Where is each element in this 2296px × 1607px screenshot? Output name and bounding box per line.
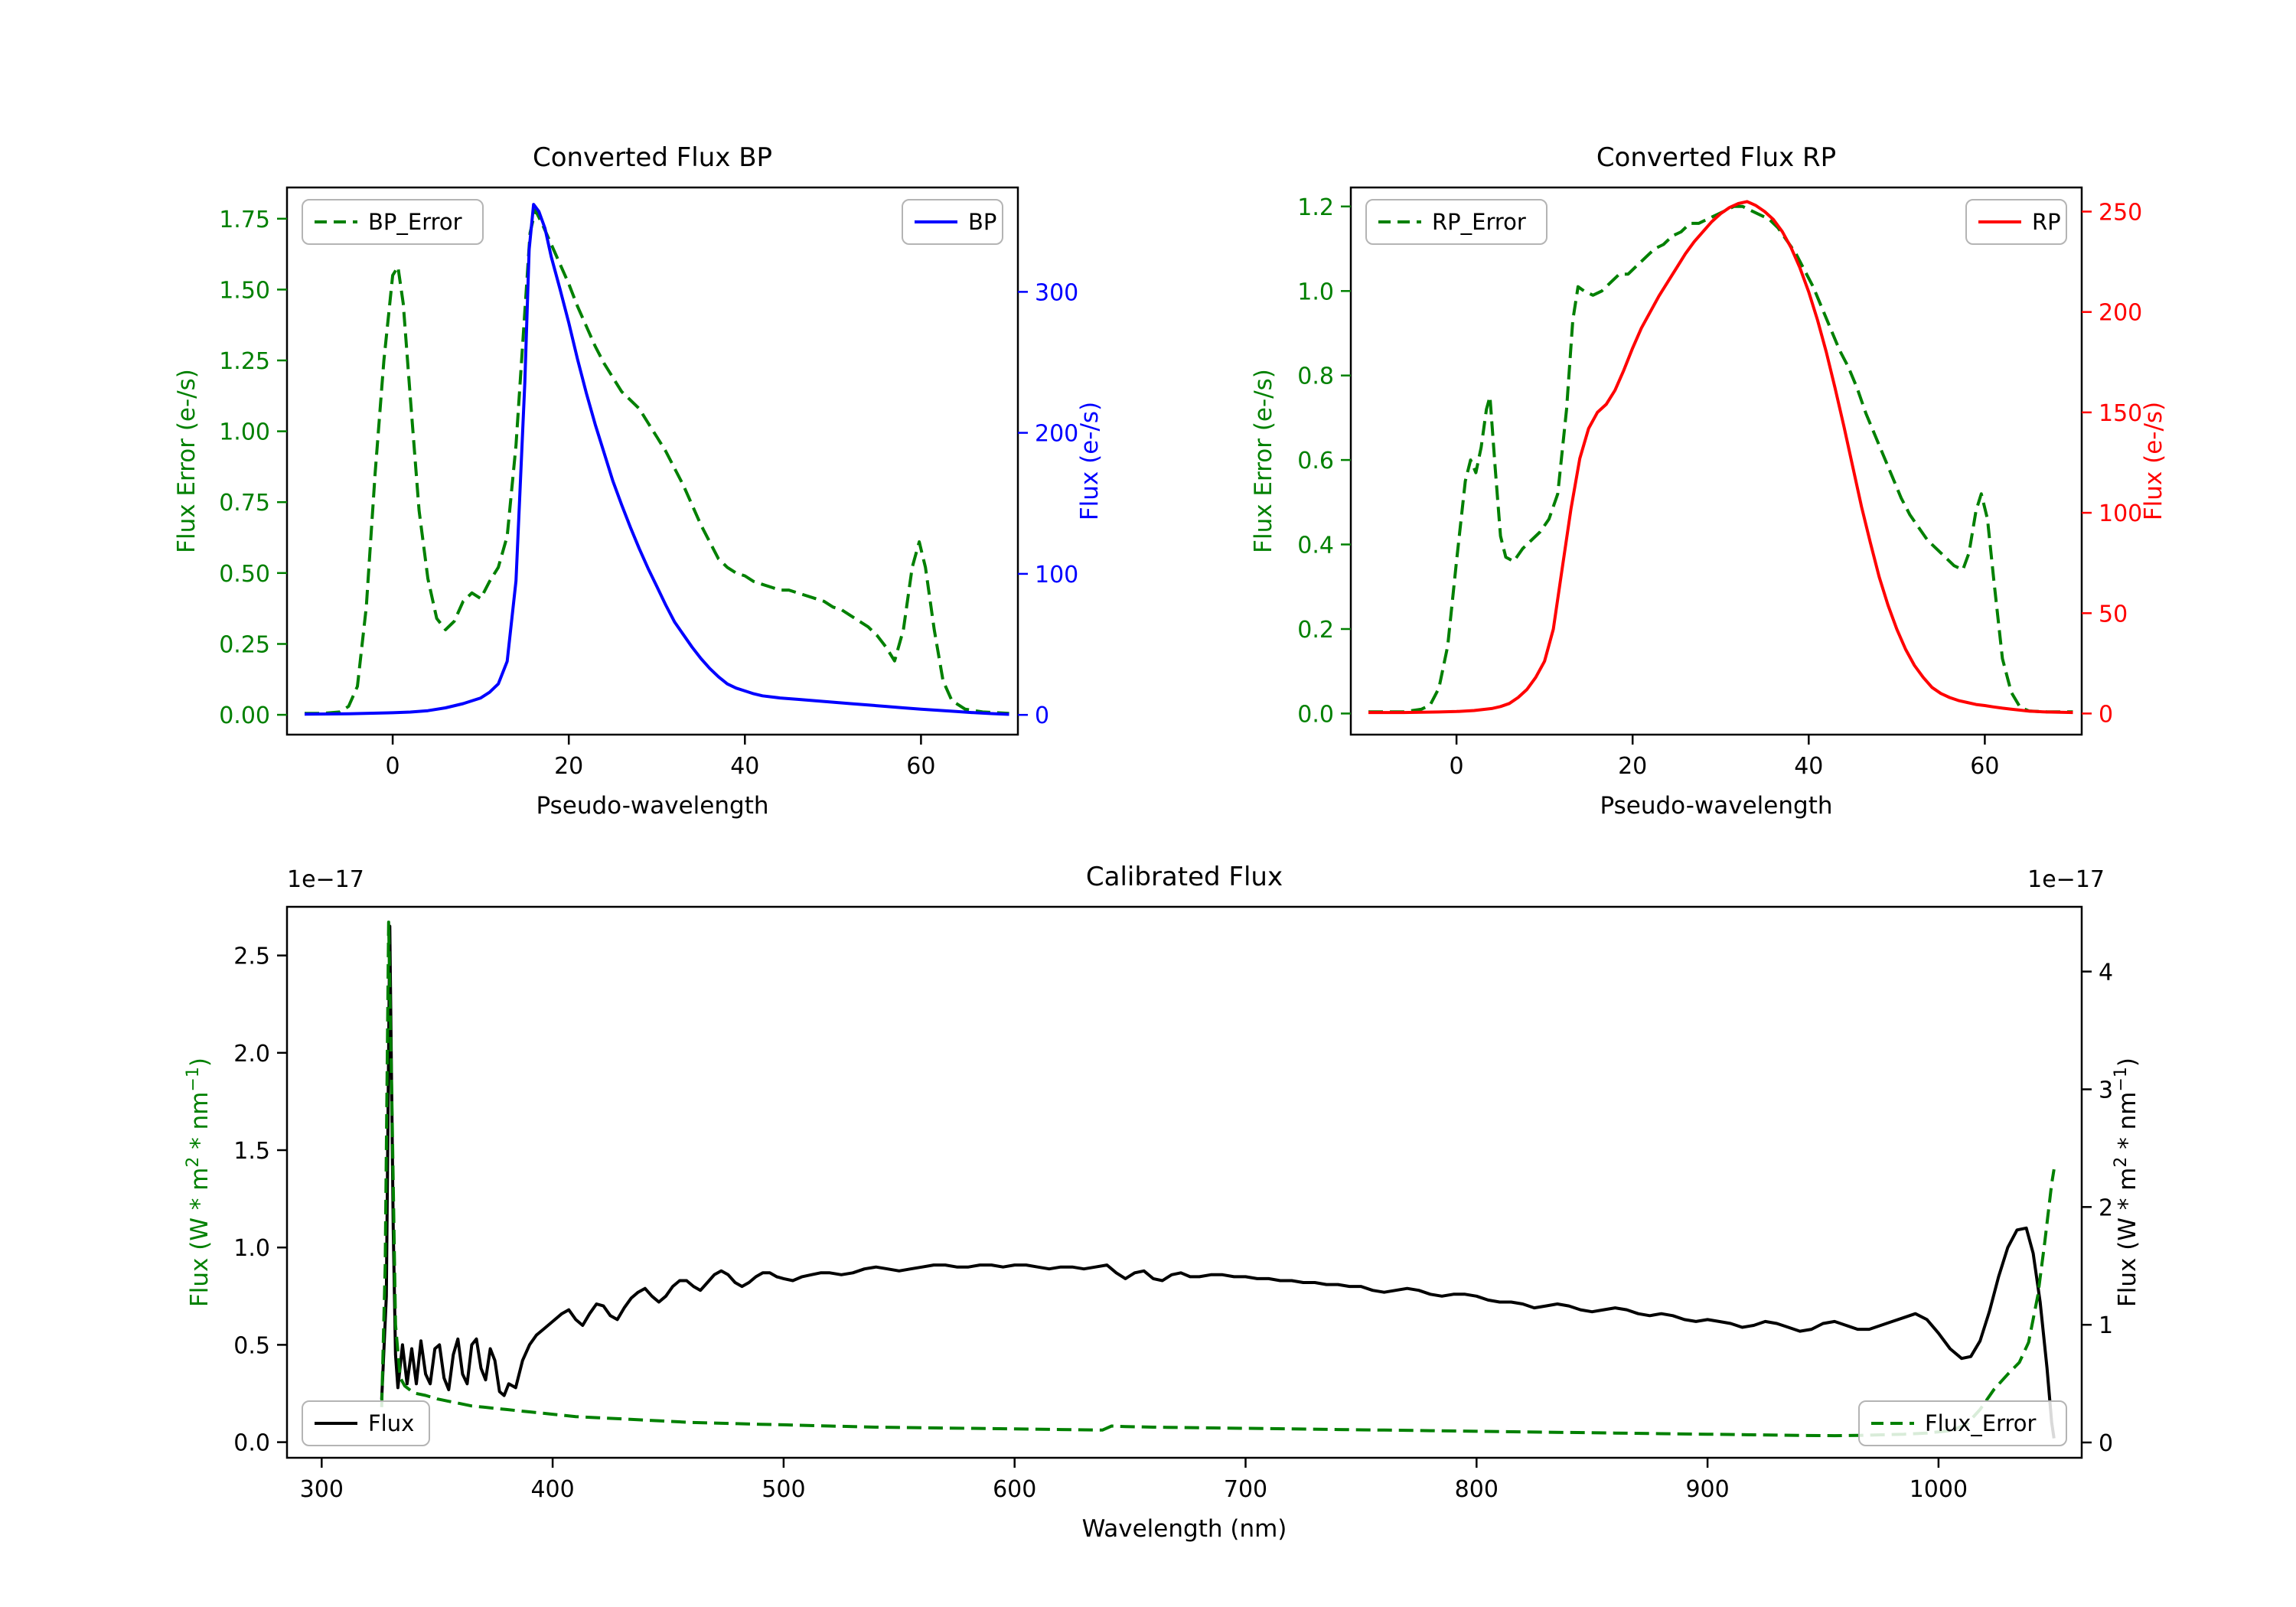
converted-flux-rp-plot: 0 20 40 60 0.0 0.2 0.4 0.6 0.8 1.0 1.2 0 50 100 150 200… xyxy=(1250,142,2167,820)
legend-label: Flux_Error xyxy=(1925,1410,2037,1436)
calibrated-flux-right-offset-text: 1e−17 xyxy=(2027,866,2105,893)
legend-label: BP xyxy=(968,209,996,235)
x-tick-label: 60 xyxy=(1970,753,1999,780)
axes-background xyxy=(287,907,2082,1458)
left-tick-label: 0.25 xyxy=(219,632,270,659)
axes-background xyxy=(1351,187,2082,735)
left-tick-label: 0.0 xyxy=(233,1430,270,1457)
calibrated-flux-xlabel: Wavelength (nm) xyxy=(1082,1515,1287,1543)
left-tick-label: 0.6 xyxy=(1297,448,1334,474)
calibrated-flux-left-offset-text: 1e−17 xyxy=(287,866,364,893)
legend-label: RP xyxy=(2032,209,2061,235)
left-tick-label: 1.2 xyxy=(1297,194,1334,221)
x-tick-label: 600 xyxy=(993,1476,1036,1503)
x-tick-label: 60 xyxy=(906,753,935,780)
right-tick-label: 4 xyxy=(2099,960,2113,986)
right-tick-label: 0 xyxy=(1035,702,1049,729)
right-tick-label: 1 xyxy=(2099,1312,2113,1339)
legend-frame xyxy=(302,1400,430,1446)
x-tick-label: 800 xyxy=(1455,1476,1499,1503)
left-tick-label: 0.8 xyxy=(1297,363,1334,390)
axes-spines xyxy=(285,186,1019,736)
x-tick-label: 40 xyxy=(730,753,759,780)
left-tick-label: 2.0 xyxy=(233,1041,270,1068)
x-tick-label: 400 xyxy=(530,1476,574,1503)
x-tick-label: 500 xyxy=(762,1476,805,1503)
x-tick-label: 1000 xyxy=(1910,1476,1968,1503)
axes-spines xyxy=(285,905,2083,1459)
left-tick-label: 1.75 xyxy=(219,207,270,233)
converted-flux-rp-xlabel: Pseudo-wavelength xyxy=(1600,792,1832,820)
legend-label: Flux xyxy=(368,1410,414,1436)
calibrated-flux-title: Calibrated Flux xyxy=(1086,862,1283,892)
converted-flux-bp-title: Converted Flux BP xyxy=(533,142,772,173)
calibrated-flux-right-ylabel: Flux (W * m2​ * nm−1​) xyxy=(2112,1058,2141,1307)
converted-flux-rp-series-RP_Error xyxy=(1368,204,2073,714)
x-tick-label: 20 xyxy=(554,753,583,780)
left-tick-label: 1.50 xyxy=(219,277,270,304)
left-tick-label: 0.2 xyxy=(1297,617,1334,644)
left-tick-label: 0.00 xyxy=(219,702,270,729)
legend-frame xyxy=(1365,199,1548,245)
right-tick-label: 0 xyxy=(2099,1430,2113,1457)
left-tick-label: 1.25 xyxy=(219,348,270,375)
x-tick-label: 300 xyxy=(300,1476,344,1503)
right-tick-label: 200 xyxy=(1035,421,1078,448)
calibrated-flux-legend-Flux: Flux xyxy=(302,1400,430,1446)
converted-flux-bp-right-ylabel: Flux (e-/s) xyxy=(1076,402,1104,520)
left-tick-label: 1.5 xyxy=(233,1138,270,1165)
converted-flux-bp-series-BP_Error xyxy=(305,208,1009,715)
left-tick-label: 1.0 xyxy=(233,1235,270,1262)
right-tick-label: 200 xyxy=(2099,300,2142,327)
right-tick-label: 300 xyxy=(1035,279,1078,306)
converted-flux-rp-right-ylabel: Flux (e-/s) xyxy=(2140,402,2167,520)
calibrated-flux-plot: 300 400 500 600 700 800 900 1000 0.0 0.5 1.0 1.5 2.0… xyxy=(184,862,2141,1543)
converted-flux-bp-left-ylabel: Flux Error (e-/s) xyxy=(173,369,201,553)
left-tick-label: 0.5 xyxy=(233,1332,270,1359)
converted-flux-bp-legend-BP: BP xyxy=(902,199,1003,245)
legend-label: BP_Error xyxy=(368,209,462,235)
x-tick-label: 40 xyxy=(1794,753,1823,780)
converted-flux-bp-plot: 0 20 40 60 0.00 0.25 0.50 0.75 1.00 1.25 1.50 1.75 0… xyxy=(173,142,1104,820)
converted-flux-bp-xlabel: Pseudo-wavelength xyxy=(536,792,768,820)
calibrated-flux-series-Flux xyxy=(380,924,2056,1439)
legend-label: RP_Error xyxy=(1432,209,1526,235)
x-tick-label: 700 xyxy=(1224,1476,1267,1503)
converted-flux-rp-legend-RP_Error: RP_Error xyxy=(1365,199,1548,245)
x-tick-label: 20 xyxy=(1618,753,1647,780)
right-tick-label: 100 xyxy=(2099,500,2142,527)
right-tick-label: 0 xyxy=(2099,701,2113,728)
converted-flux-rp-title: Converted Flux RP xyxy=(1596,142,1836,173)
left-tick-label: 0.50 xyxy=(219,561,270,588)
left-tick-label: 0.4 xyxy=(1297,533,1334,559)
right-tick-label: 2 xyxy=(2099,1195,2113,1221)
x-tick-label: 900 xyxy=(1685,1476,1729,1503)
x-tick-label: 0 xyxy=(1450,753,1464,780)
axes-spines xyxy=(1349,186,2083,736)
left-tick-label: 1.00 xyxy=(219,419,270,446)
converted-flux-rp-left-ylabel: Flux Error (e-/s) xyxy=(1250,369,1277,553)
right-tick-label: 150 xyxy=(2099,400,2142,427)
right-tick-label: 50 xyxy=(2099,601,2128,627)
calibrated-flux-legend-Flux_Error: Flux_Error xyxy=(1858,1400,2067,1446)
legend-frame xyxy=(302,199,484,245)
left-tick-label: 0.75 xyxy=(219,490,270,517)
legend-frame xyxy=(1858,1400,2067,1446)
right-tick-label: 250 xyxy=(2099,200,2142,227)
converted-flux-rp-legend-RP: RP xyxy=(1965,199,2067,245)
axes-background xyxy=(287,187,1018,735)
left-tick-label: 0.0 xyxy=(1297,701,1334,728)
right-tick-label: 3 xyxy=(2099,1077,2113,1104)
left-tick-label: 2.5 xyxy=(233,944,270,970)
converted-flux-bp-legend-BP_Error: BP_Error xyxy=(302,199,484,245)
converted-flux-bp-series-BP xyxy=(304,203,1009,716)
x-tick-label: 0 xyxy=(386,753,400,780)
left-tick-label: 1.0 xyxy=(1297,279,1334,305)
converted-flux-rp-series-RP xyxy=(1368,200,2073,715)
calibrated-flux-left-ylabel: Flux (W * m2​ * nm−1​) xyxy=(184,1058,214,1307)
right-tick-label: 100 xyxy=(1035,562,1078,588)
